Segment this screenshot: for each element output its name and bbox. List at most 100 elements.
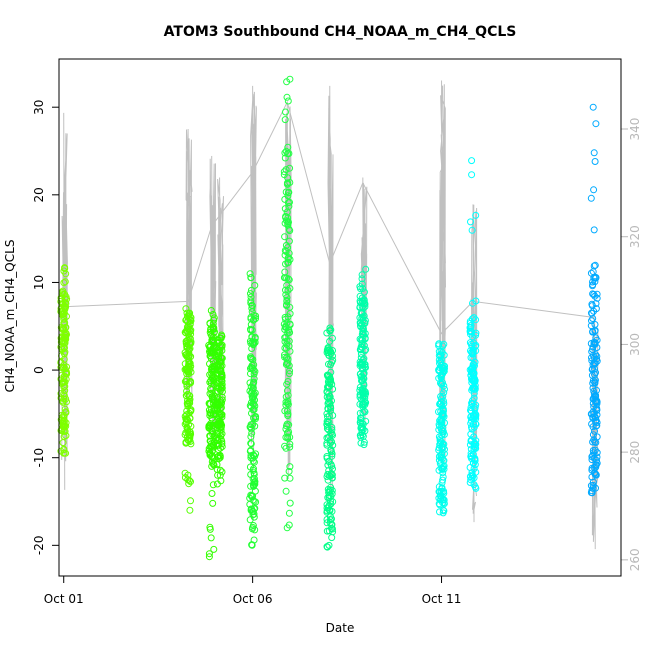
data-point: [208, 490, 216, 497]
data-point: [284, 378, 292, 385]
data-point: [326, 439, 334, 447]
data-point: [218, 373, 226, 381]
data-point: [286, 310, 294, 318]
data-point: [590, 403, 598, 411]
data-point: [284, 433, 292, 441]
data-point: [210, 545, 218, 553]
data-point: [249, 316, 257, 324]
data-point: [187, 317, 195, 325]
data-point: [250, 375, 258, 383]
data-point: [285, 428, 293, 436]
data-point: [210, 316, 218, 324]
data-point: [59, 312, 67, 320]
data-point: [282, 147, 290, 155]
data-point: [362, 265, 370, 273]
data-point: [182, 392, 190, 400]
data-point: [208, 386, 216, 394]
data-point: [437, 488, 445, 495]
data-point: [184, 337, 192, 345]
data-point: [61, 348, 69, 356]
data-point: [284, 429, 291, 437]
data-point: [282, 286, 289, 294]
data-point: [283, 387, 291, 395]
data-point: [282, 108, 289, 116]
data-point: [285, 521, 293, 529]
data-point: [472, 316, 480, 324]
data-point: [282, 487, 290, 495]
data-point: [182, 316, 190, 324]
data-point: [214, 336, 221, 344]
data-point: [218, 393, 226, 401]
data-point: [468, 342, 476, 350]
data-point: [252, 450, 260, 458]
data-point: [440, 496, 448, 504]
data-point: [213, 430, 221, 437]
data-point: [60, 315, 68, 323]
data-point: [57, 363, 65, 371]
data-point: [281, 353, 289, 361]
data-point: [325, 467, 333, 474]
data-point: [282, 398, 290, 406]
data-point: [207, 385, 215, 393]
data-point: [213, 461, 221, 468]
data-point: [469, 299, 476, 307]
data-point: [588, 464, 596, 472]
data-point: [327, 404, 335, 412]
data-point: [284, 286, 292, 294]
data-point: [247, 274, 255, 282]
data-point: [250, 361, 258, 369]
data-point: [590, 149, 598, 157]
chart-title: ATOM3 Southbound CH4_NOAA_m_CH4_QCLS: [164, 24, 517, 40]
data-point: [282, 260, 289, 268]
data-point: [326, 513, 334, 520]
data-point: [182, 419, 190, 427]
data-point: [471, 358, 479, 366]
data-point: [281, 154, 289, 162]
data-point: [283, 301, 291, 309]
data-point: [439, 342, 447, 350]
data-point: [281, 116, 289, 124]
data-point: [247, 290, 254, 298]
data-point: [356, 409, 364, 417]
data-point: [181, 420, 189, 428]
data-point: [281, 351, 288, 359]
data-point: [57, 358, 65, 366]
data-point: [185, 480, 193, 488]
data-point: [471, 384, 479, 392]
data-point: [249, 393, 257, 401]
data-point: [247, 433, 255, 441]
data-point: [207, 307, 215, 314]
data-point: [469, 350, 477, 358]
data-point: [359, 389, 366, 397]
data-point: [589, 379, 597, 387]
data-point: [286, 198, 293, 206]
data-point: [182, 365, 190, 373]
data-point: [329, 356, 337, 364]
series-cluster: [181, 305, 195, 514]
data-point: [184, 399, 192, 407]
data-point: [361, 361, 369, 368]
data-point: [187, 497, 194, 505]
data-point: [356, 292, 364, 300]
data-point: [358, 426, 366, 434]
data-point: [435, 340, 443, 348]
data-point: [285, 467, 293, 475]
data-point: [214, 471, 222, 479]
data-point: [329, 465, 336, 473]
data-point: [248, 304, 256, 312]
data-point: [439, 506, 447, 514]
data-point: [327, 483, 335, 491]
data-point: [57, 390, 65, 398]
right-tick-label: 340: [628, 118, 642, 141]
data-point: [186, 365, 194, 373]
data-point: [286, 474, 294, 482]
data-point: [182, 429, 190, 437]
data-point: [470, 433, 478, 441]
data-point: [359, 304, 367, 312]
scatter-points-layer: [57, 75, 601, 561]
data-point: [587, 322, 595, 330]
data-point: [218, 468, 226, 476]
data-point: [218, 370, 226, 378]
data-point: [283, 344, 290, 352]
data-point: [361, 317, 369, 324]
